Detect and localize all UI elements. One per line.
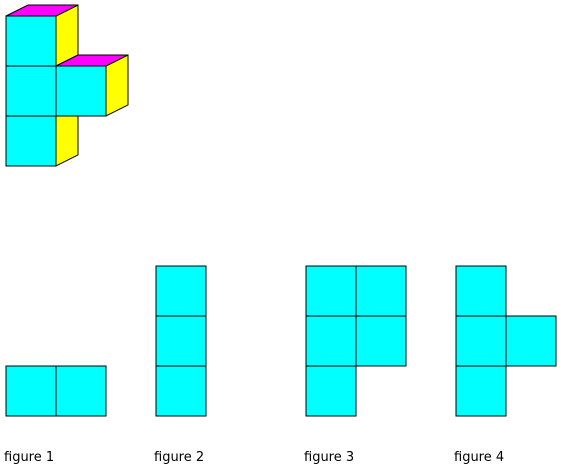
figure-1 bbox=[5, 365, 107, 417]
figure-3-cell bbox=[305, 365, 357, 417]
figure-1-cell bbox=[55, 365, 107, 417]
figure-4-caption: figure 4 bbox=[454, 450, 505, 465]
cube-front-face bbox=[5, 65, 57, 117]
figure-3-caption: figure 3 bbox=[304, 450, 355, 465]
figure-3-cell bbox=[305, 315, 357, 367]
view-figures bbox=[5, 265, 557, 417]
figure-3 bbox=[305, 265, 407, 417]
figure-2-cell bbox=[155, 265, 207, 317]
figure-4-cell bbox=[455, 265, 507, 317]
cube-front-face bbox=[5, 15, 57, 67]
figure-4-cell bbox=[455, 365, 507, 417]
figure-2 bbox=[155, 265, 207, 417]
cube-front-face bbox=[5, 115, 57, 167]
figure-3-cell bbox=[305, 265, 357, 317]
isometric-cube-solid bbox=[5, 4, 129, 167]
figure-3-cell bbox=[355, 265, 407, 317]
figure-4-cell bbox=[505, 315, 557, 367]
figure-2-caption: figure 2 bbox=[154, 450, 205, 465]
figure-2-cell bbox=[155, 315, 207, 367]
figure-1-cell bbox=[5, 365, 57, 417]
figure-4 bbox=[455, 265, 557, 417]
figure-4-cell bbox=[455, 315, 507, 367]
figure-2-cell bbox=[155, 365, 207, 417]
cube-front-face bbox=[55, 65, 107, 117]
figure-1-caption: figure 1 bbox=[4, 450, 55, 465]
figure-3-cell bbox=[355, 315, 407, 367]
